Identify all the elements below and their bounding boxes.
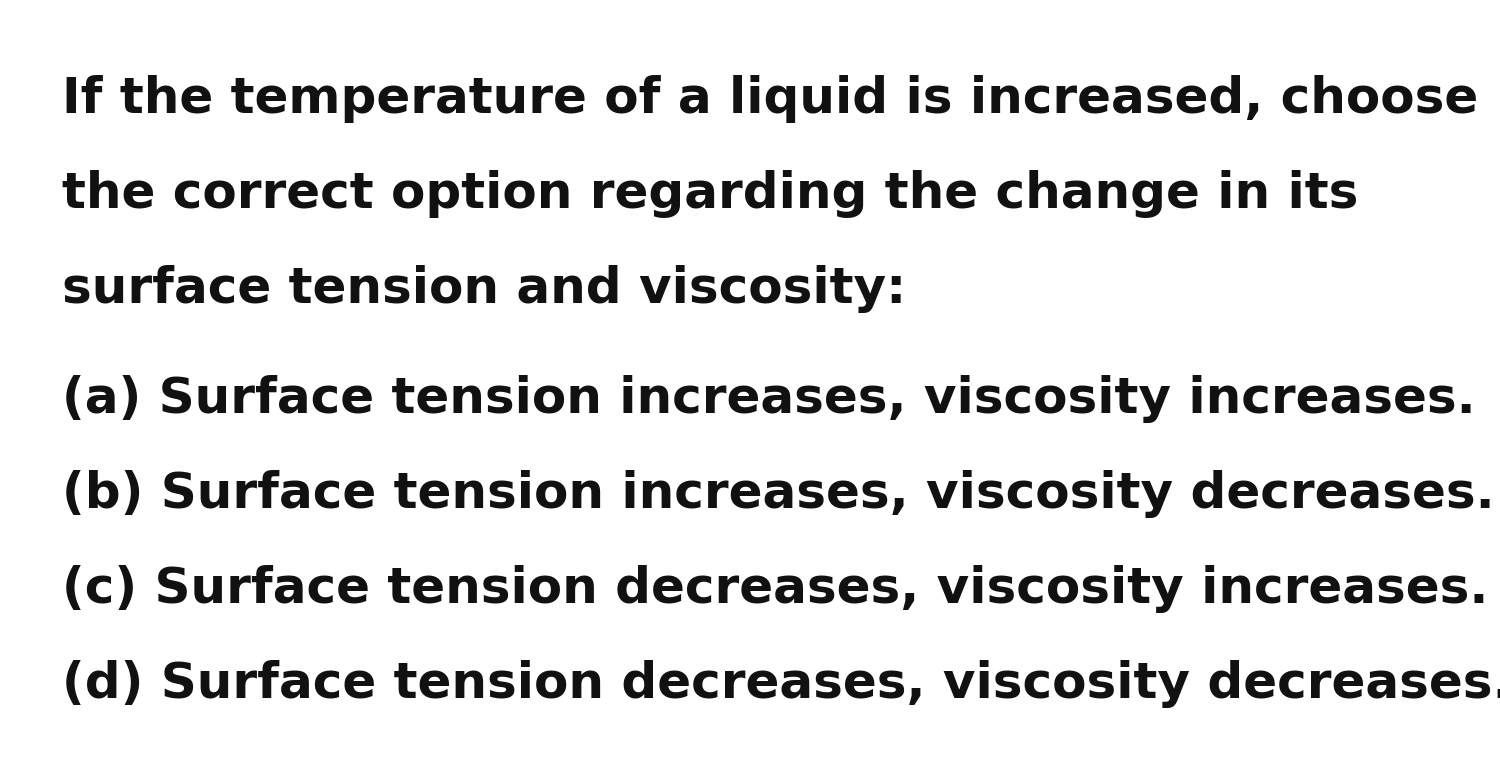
Text: (d) Surface tension decreases, viscosity decreases.: (d) Surface tension decreases, viscosity… <box>62 660 1500 708</box>
Text: (c) Surface tension decreases, viscosity increases.: (c) Surface tension decreases, viscosity… <box>62 565 1488 613</box>
Text: surface tension and viscosity:: surface tension and viscosity: <box>62 265 906 313</box>
Text: (a) Surface tension increases, viscosity increases.: (a) Surface tension increases, viscosity… <box>62 375 1476 423</box>
Text: (b) Surface tension increases, viscosity decreases.: (b) Surface tension increases, viscosity… <box>62 470 1494 518</box>
Text: If the temperature of a liquid is increased, choose: If the temperature of a liquid is increa… <box>62 75 1478 123</box>
Text: the correct option regarding the change in its: the correct option regarding the change … <box>62 170 1359 218</box>
